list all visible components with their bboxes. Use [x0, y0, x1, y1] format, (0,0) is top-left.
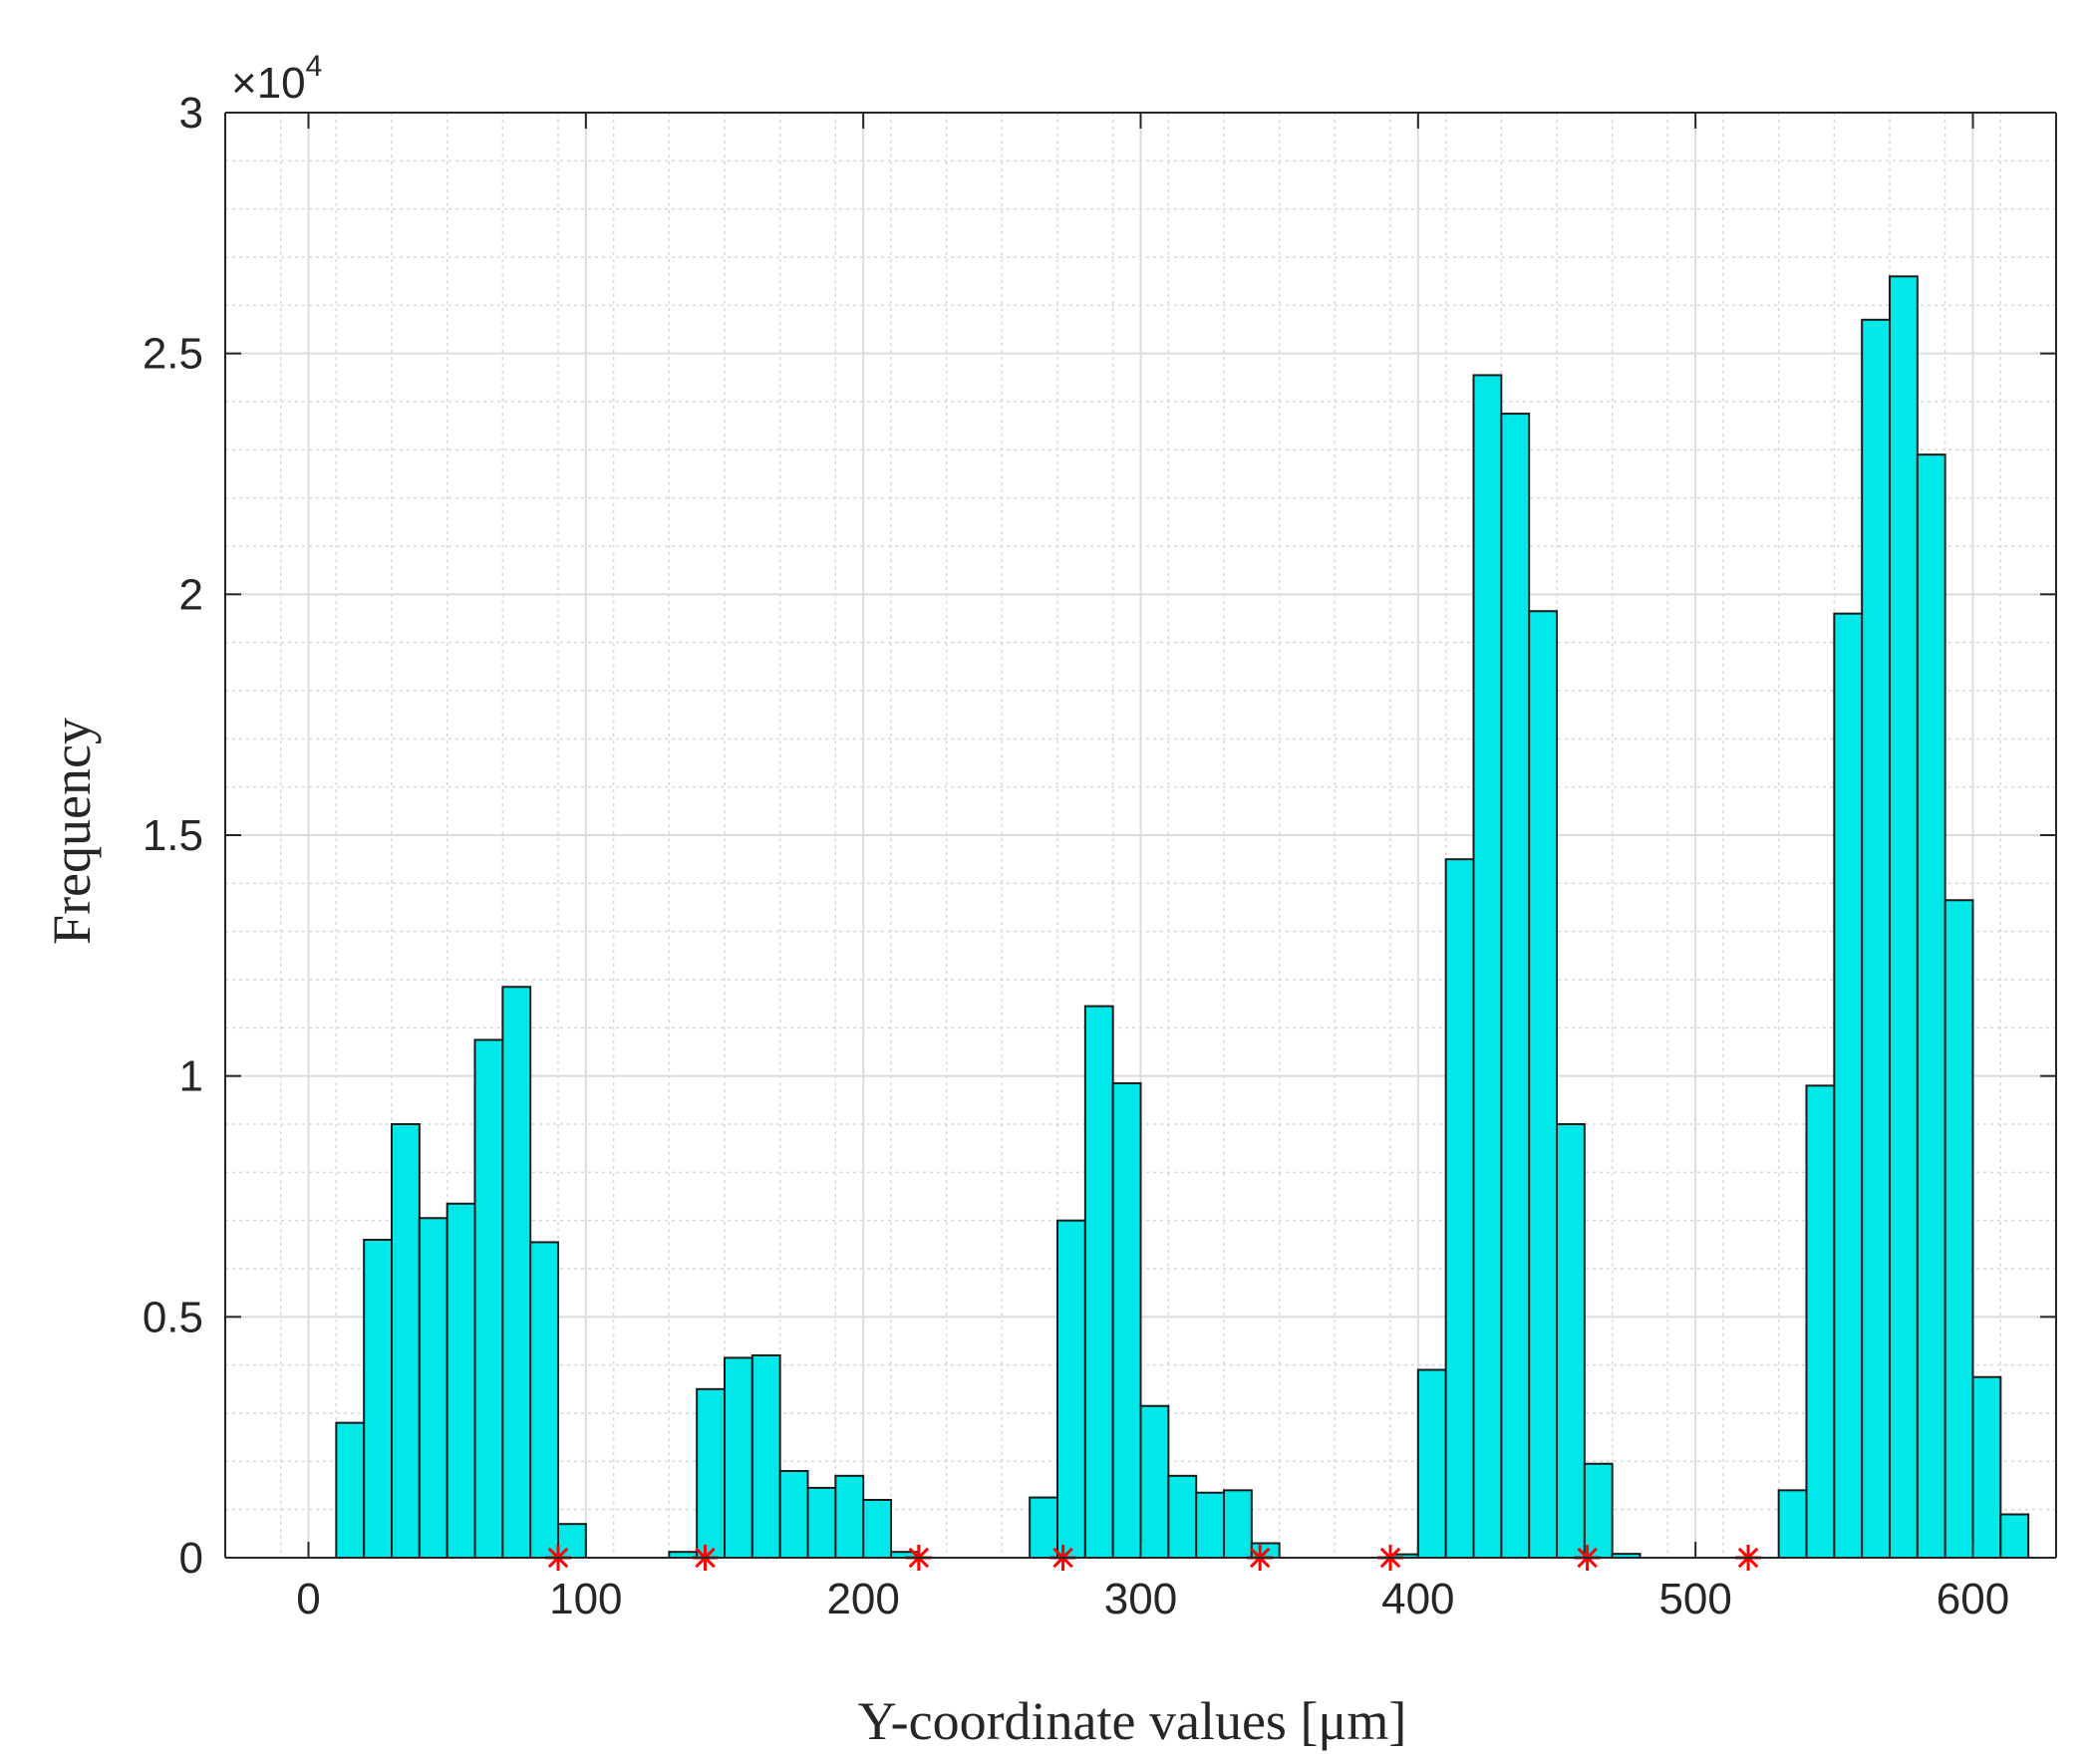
histogram-bar	[1943, 899, 1974, 1559]
bars-layer	[308, 275, 2030, 1560]
y-tick-label: 1.5	[143, 811, 203, 860]
x-tick-label: 500	[1658, 1575, 1731, 1623]
histogram-bar	[1777, 1489, 1808, 1560]
histogram-bar	[862, 1499, 893, 1559]
histogram-bar	[1805, 1084, 1836, 1560]
histogram-bar	[1083, 1005, 1114, 1559]
histogram-bar	[1029, 1496, 1058, 1560]
histogram-bar	[1583, 1462, 1614, 1559]
y-tick-label: 2.5	[143, 330, 203, 379]
histogram-bar	[363, 1239, 393, 1559]
x-axis-label: Y-coordinate values [μm]	[858, 1691, 1407, 1751]
ticks-layer: 0 100 200 300 400 500 600 0 0.5 1 1.5 2 2.5 3	[143, 89, 2009, 1623]
histogram-bar	[391, 1123, 421, 1559]
histogram-bar	[1195, 1491, 1225, 1559]
y-tick-label: 0.5	[143, 1293, 203, 1341]
histogram-bar	[1889, 275, 1919, 1559]
histogram-bar	[1833, 612, 1864, 1559]
histogram-bar	[1916, 453, 1946, 1560]
histogram-bar	[750, 1354, 781, 1559]
histogram-bar	[696, 1387, 727, 1560]
x-tick-label: 300	[1104, 1575, 1177, 1623]
histogram-bar	[418, 1217, 448, 1559]
histogram-bar	[473, 1038, 504, 1559]
histogram-bar	[1056, 1219, 1086, 1559]
histogram-bar	[724, 1356, 753, 1559]
histogram-bar	[1111, 1081, 1142, 1559]
histogram-bar	[1861, 318, 1891, 1559]
y-tick-label: 2	[179, 570, 203, 619]
histogram-bar	[1556, 1123, 1586, 1559]
histogram-bar	[1971, 1375, 2002, 1559]
histogram-bar	[1416, 1368, 1447, 1559]
y-axis-label: Frequency	[42, 718, 102, 945]
histogram-bar	[1472, 374, 1503, 1560]
histogram-bar	[1500, 413, 1531, 1559]
x-tick-label: 600	[1937, 1575, 2009, 1623]
x-tick-label: 100	[549, 1575, 622, 1623]
y-tick-label: 0	[179, 1534, 203, 1583]
histogram-bar	[1223, 1489, 1253, 1560]
histogram-bar	[1139, 1404, 1170, 1559]
histogram-bar	[1167, 1474, 1198, 1560]
y-multiplier-label: ×104	[231, 50, 322, 108]
histogram-bar	[1444, 858, 1475, 1559]
histogram-bar	[1528, 610, 1558, 1559]
histogram-bar	[446, 1202, 476, 1559]
x-tick-label: 0	[296, 1575, 320, 1623]
x-tick-label: 400	[1381, 1575, 1454, 1623]
histogram-bar	[1999, 1513, 2030, 1559]
y-tick-label: 1	[179, 1052, 203, 1101]
histogram-bar	[778, 1470, 809, 1559]
histogram-bar	[529, 1241, 560, 1559]
histogram-bar	[501, 986, 532, 1559]
histogram-bar	[834, 1474, 865, 1560]
histogram-bar	[806, 1486, 837, 1559]
x-tick-label: 200	[826, 1575, 899, 1623]
y-tick-label: 3	[179, 89, 203, 138]
axes-layer	[224, 112, 2057, 1559]
histogram-bar	[335, 1421, 366, 1559]
